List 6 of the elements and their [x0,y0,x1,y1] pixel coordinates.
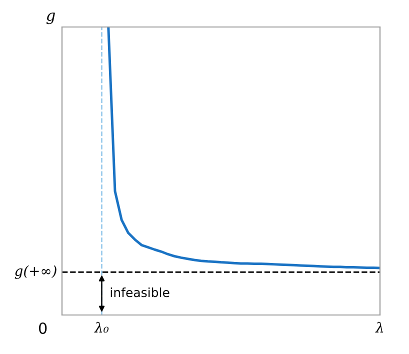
text: 0 [38,322,47,334]
annotation: infeasible [110,287,170,298]
y-axis-title: g [46,12,55,24]
ref-line-label: g(+∞) [14,265,56,279]
x-tick-label: λ [375,322,384,332]
x-tick-label: λ₀ [94,322,109,333]
